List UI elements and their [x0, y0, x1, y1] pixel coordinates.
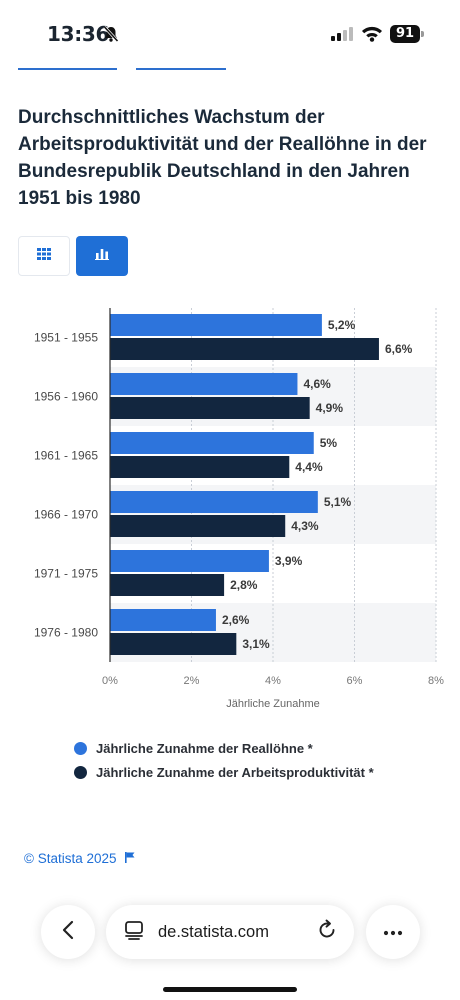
value-label: 2,8% [230, 578, 258, 592]
legend-swatch-arbeitsproduktivitaet [74, 765, 87, 779]
status-time: 13:36 [47, 22, 110, 46]
tab-underline-left [18, 68, 117, 70]
value-label: 5,1% [324, 495, 352, 509]
value-label: 3,1% [242, 637, 270, 651]
bar [110, 338, 379, 360]
value-label: 4,4% [295, 460, 323, 474]
bar-chart-icon [95, 247, 109, 265]
status-bar: 13:36 91 [0, 0, 460, 64]
bar [110, 432, 314, 454]
bar [110, 550, 269, 572]
bar [110, 574, 225, 596]
value-label: 4,3% [291, 519, 319, 533]
bell-muted-icon [102, 25, 120, 48]
value-label: 5,2% [328, 318, 356, 332]
chart-legend: Jährliche Zunahme der Reallöhne * Jährli… [74, 736, 374, 784]
bar-chart: 5,2% 6,6% 4,6% 4,9% 5% 4,4% 5,1% 4,3% 3,9% 2,8% 2,… [34, 308, 444, 710]
category-label: 1951 - 1955 [34, 331, 98, 345]
battery-indicator: 91 [390, 25, 420, 43]
category-label: 1976 - 1980 [34, 626, 98, 640]
legend-item-arbeitsproduktivitaet[interactable]: Jährliche Zunahme der Arbeitsproduktivit… [74, 760, 374, 784]
browser-toolbar: de.statista.com [0, 895, 460, 975]
bar [110, 456, 290, 478]
value-labels: 5,2% 6,6% 4,6% 4,9% 5% 4,4% 5,1% 4,3% 3,9% 2,8% 2,… [222, 318, 413, 651]
value-label: 2,6% [222, 613, 250, 627]
value-label: 4,6% [303, 377, 331, 391]
legend-label-arbeitsproduktivitaet: Jährliche Zunahme der Arbeitsproduktivit… [96, 764, 374, 780]
flag-icon [124, 851, 135, 866]
home-indicator [163, 987, 297, 992]
table-view-button[interactable] [18, 236, 70, 276]
bar [110, 515, 286, 537]
tab-underline-right [136, 68, 226, 70]
value-label: 5% [320, 436, 338, 450]
address-bar[interactable]: de.statista.com [106, 905, 354, 959]
more-options-button[interactable] [366, 905, 420, 959]
category-labels: 1951 - 1955 1956 - 1960 1961 - 1965 1966 - … [34, 331, 98, 640]
source-text: © Statista 2025 [24, 851, 117, 866]
x-tick-labels: 0% 2% 4% 6% 8% [102, 675, 444, 687]
cellular-signal-icon [331, 27, 353, 46]
bar [110, 609, 216, 631]
chart-view-button[interactable] [76, 236, 128, 276]
back-button[interactable] [41, 905, 95, 959]
x-tick-label: 0% [102, 675, 118, 687]
ellipsis-icon [383, 923, 403, 941]
legend-item-reallohne[interactable]: Jährliche Zunahme der Reallöhne * [74, 736, 374, 760]
grid-icon [37, 247, 51, 265]
legend-swatch-reallohne [74, 741, 87, 755]
bars [110, 314, 379, 655]
bar [110, 314, 322, 336]
category-label: 1956 - 1960 [34, 390, 98, 404]
reload-icon[interactable] [316, 919, 338, 946]
x-axis-label: Jährliche Zunahme [226, 698, 320, 710]
bar [110, 373, 298, 395]
url-text: de.statista.com [158, 922, 269, 941]
statista-source-link[interactable]: © Statista 2025 [24, 851, 135, 866]
chart-title: Durchschnittliches Wachstum der Arbeitsp… [18, 107, 427, 209]
bar [110, 491, 318, 513]
value-label: 4,9% [316, 401, 344, 415]
gridlines [191, 308, 437, 662]
x-tick-label: 8% [428, 675, 444, 687]
value-label: 6,6% [385, 342, 413, 356]
value-label: 3,9% [275, 554, 303, 568]
category-label: 1971 - 1975 [34, 567, 98, 581]
category-label: 1961 - 1965 [34, 449, 98, 463]
bar [110, 397, 310, 419]
bar [110, 633, 237, 655]
legend-label-reallohne: Jährliche Zunahme der Reallöhne * [96, 740, 313, 756]
x-tick-label: 6% [347, 675, 363, 687]
battery-cap [421, 31, 424, 37]
chevron-left-icon [62, 920, 74, 945]
x-tick-label: 4% [265, 675, 281, 687]
wifi-icon [361, 25, 383, 47]
category-label: 1966 - 1970 [34, 508, 98, 522]
tabs-icon [124, 920, 144, 945]
x-tick-label: 2% [184, 675, 200, 687]
